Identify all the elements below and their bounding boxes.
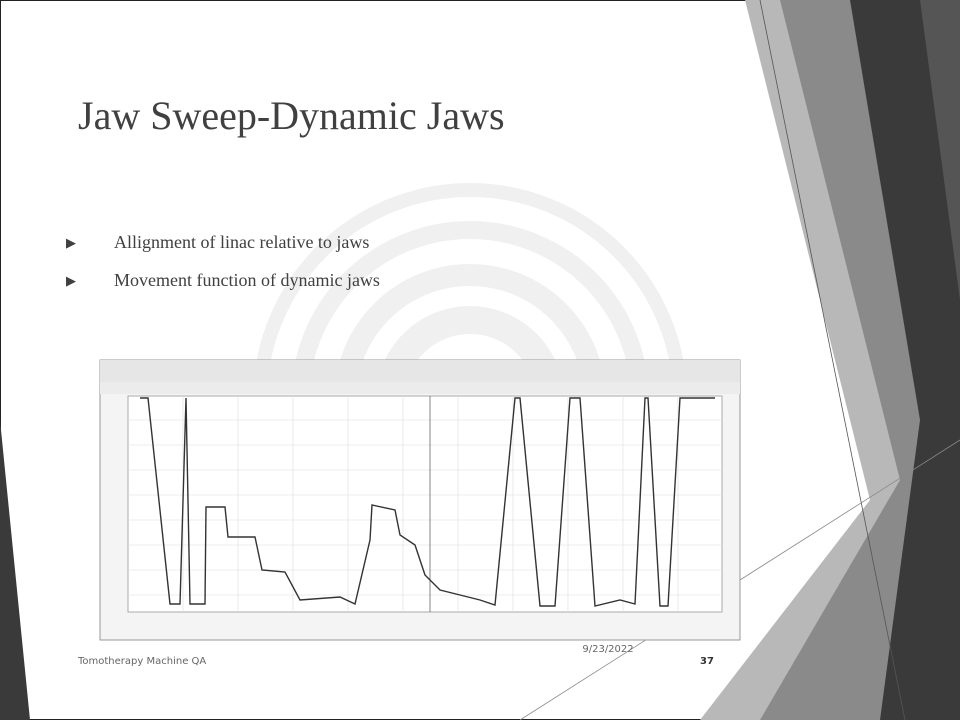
slide-title: Jaw Sweep-Dynamic Jaws bbox=[78, 92, 505, 139]
bullet-list: Allignment of linac relative to jaws Mov… bbox=[66, 232, 380, 308]
bullet: Allignment of linac relative to jaws bbox=[66, 232, 380, 252]
slide: Jaw Sweep-Dynamic Jaws Allignment of lin… bbox=[0, 0, 960, 720]
date: 9/23/2022 bbox=[582, 644, 634, 656]
footer: Tomotherapy Machine QA bbox=[78, 656, 206, 667]
chart-screenshot bbox=[100, 360, 740, 640]
page-number: 37 bbox=[700, 656, 714, 667]
bullet: Movement function of dynamic jaws bbox=[66, 270, 380, 290]
